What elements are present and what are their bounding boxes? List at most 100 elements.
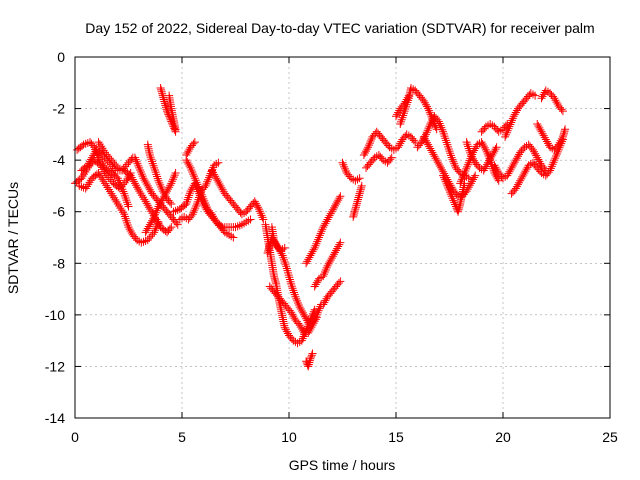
data-point-marker	[490, 147, 499, 156]
data-point-marker	[482, 147, 491, 156]
data-point-marker	[321, 296, 330, 305]
data-point-marker	[539, 90, 548, 99]
data-point-marker	[132, 157, 141, 166]
data-point-marker	[152, 206, 161, 215]
data-point-marker	[449, 196, 458, 205]
data-point-marker	[198, 197, 207, 206]
data-point-marker	[108, 158, 117, 167]
data-point-marker	[323, 215, 332, 224]
data-point-marker	[120, 210, 129, 219]
data-point-marker	[519, 170, 528, 179]
data-point-marker	[185, 189, 194, 198]
data-point-marker	[334, 279, 343, 288]
data-point-marker	[161, 101, 170, 110]
data-point-marker	[540, 88, 549, 97]
data-point-marker	[512, 154, 521, 163]
data-point-marker	[422, 128, 431, 137]
data-point-marker	[357, 181, 366, 190]
data-point-marker	[455, 201, 464, 210]
data-point-marker	[444, 142, 453, 151]
data-point-marker	[95, 140, 104, 149]
data-point-marker	[107, 189, 116, 198]
data-point-marker	[139, 174, 148, 183]
data-point-marker	[214, 178, 223, 187]
data-point-marker	[155, 178, 164, 187]
data-point-marker	[477, 165, 486, 174]
series-arc-17	[267, 223, 326, 327]
data-point-marker	[484, 152, 493, 161]
data-point-marker	[329, 203, 338, 212]
data-point-marker	[255, 207, 264, 216]
data-point-marker	[334, 242, 343, 251]
data-point-marker	[438, 165, 447, 174]
data-point-marker	[436, 121, 445, 130]
data-point-marker	[144, 183, 153, 192]
data-point-marker	[306, 354, 315, 363]
data-point-marker	[251, 199, 260, 208]
data-point-marker	[153, 204, 162, 213]
data-point-marker	[268, 235, 277, 244]
series-arc-20	[302, 349, 317, 371]
data-point-marker	[418, 136, 427, 145]
data-point-marker	[84, 159, 93, 168]
x-tick-label: 0	[71, 429, 79, 445]
data-point-marker	[316, 229, 325, 238]
data-point-marker	[79, 183, 88, 192]
data-point-marker	[211, 172, 220, 181]
data-point-marker	[156, 198, 165, 207]
data-point-marker	[305, 253, 314, 262]
data-point-marker	[543, 139, 552, 148]
data-point-marker	[535, 123, 544, 132]
x-tick-label: 25	[602, 429, 618, 445]
data-point-marker	[120, 212, 129, 221]
data-point-marker	[284, 268, 293, 277]
data-point-marker	[171, 206, 180, 215]
data-point-marker	[313, 308, 322, 317]
data-point-marker	[350, 207, 359, 216]
data-point-marker	[446, 190, 455, 199]
data-point-marker	[311, 280, 320, 289]
data-point-marker	[280, 323, 289, 332]
data-point-marker	[400, 107, 409, 116]
data-point-marker	[305, 356, 314, 365]
data-point-marker	[556, 136, 565, 145]
data-point-marker	[161, 103, 170, 112]
data-point-marker	[477, 138, 486, 147]
data-point-marker	[439, 129, 448, 138]
data-point-marker	[424, 106, 433, 115]
data-point-marker	[393, 110, 402, 119]
data-point-marker	[287, 308, 296, 317]
data-point-marker	[561, 125, 570, 134]
data-point-marker	[435, 161, 444, 170]
data-point-marker	[356, 187, 365, 196]
data-point-marker	[386, 155, 395, 164]
data-point-marker	[417, 138, 426, 147]
data-point-marker	[147, 207, 156, 216]
data-point-marker	[336, 277, 345, 286]
data-point-marker	[183, 158, 192, 167]
data-point-marker	[185, 161, 194, 170]
data-point-marker	[327, 254, 336, 263]
data-point-marker	[244, 216, 253, 225]
data-point-marker	[439, 127, 448, 136]
data-point-marker	[97, 142, 106, 151]
data-point-marker	[336, 238, 345, 247]
data-point-marker	[158, 89, 167, 98]
data-point-marker	[142, 226, 151, 235]
data-point-marker	[100, 179, 109, 188]
data-point-marker	[115, 164, 124, 173]
data-point-marker	[522, 165, 531, 174]
data-point-marker	[282, 264, 291, 273]
data-point-marker	[270, 274, 279, 283]
data-point-marker	[278, 245, 287, 254]
data-point-marker	[442, 138, 451, 147]
data-point-marker	[199, 199, 208, 208]
data-point-marker	[103, 183, 112, 192]
data-point-marker	[156, 180, 165, 189]
data-point-marker	[142, 199, 151, 208]
data-point-marker	[171, 125, 180, 134]
data-point-marker	[308, 247, 317, 256]
data-point-marker	[308, 321, 317, 330]
data-point-marker	[259, 215, 268, 224]
data-point-marker	[532, 151, 541, 160]
